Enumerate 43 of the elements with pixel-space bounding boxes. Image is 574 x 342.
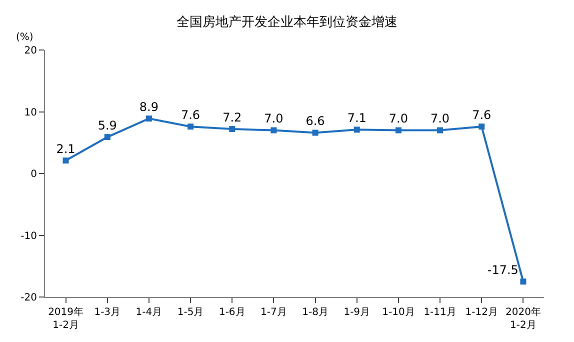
point (62, 158, 69, 164)
x-tick-label: 2020年 1-2月 (505, 306, 541, 331)
point (104, 134, 110, 140)
x-tick-label: 1-5月 (177, 307, 204, 318)
point (188, 124, 194, 130)
point (520, 278, 526, 285)
text: 7.0 (388, 112, 408, 126)
point (146, 116, 152, 122)
x-tick-label: 2019年 1-2月 (48, 306, 84, 331)
y-tick-label: -10 (20, 230, 37, 242)
y-tick-label: 20 (24, 46, 37, 56)
y-axis-title: (%) (16, 32, 34, 43)
x-tick-label: 1-10月 (382, 307, 415, 318)
x-tick-label: 1-12月 (465, 307, 498, 318)
text: -17.5 (487, 262, 518, 277)
y-tick-label: -20 (20, 292, 37, 304)
x-tick-label: 1-3月 (94, 307, 121, 318)
x-tick-label: 1-7月 (260, 307, 287, 318)
x-tick-label: 1-9月 (344, 307, 370, 318)
point (354, 126, 360, 133)
text: 7.2 (222, 110, 242, 124)
x-tick-label: 1-4月 (136, 307, 162, 318)
point (437, 127, 444, 134)
point (478, 124, 485, 130)
text: 7.6 (472, 108, 492, 122)
point (312, 130, 318, 136)
text: 5.9 (98, 118, 117, 132)
point (395, 127, 402, 134)
text: 8.9 (139, 100, 159, 114)
text: 7.6 (180, 108, 200, 122)
point (229, 126, 236, 132)
text: 7.0 (264, 112, 284, 126)
text: 7.0 (430, 112, 450, 126)
text: 7.1 (347, 110, 366, 125)
y-tick-label: 10 (24, 107, 37, 118)
text: 2.1 (56, 142, 76, 156)
text: 6.6 (306, 114, 325, 128)
y-tick-label: 0 (30, 169, 37, 180)
point (270, 127, 277, 134)
x-tick-label: 1-8月 (302, 307, 328, 318)
x-tick-label: 1-6月 (218, 307, 246, 318)
x-tick-label: 1-11月 (424, 307, 456, 318)
chart-title: 全国房地产开发企业本年到位资金增速 (176, 14, 398, 30)
